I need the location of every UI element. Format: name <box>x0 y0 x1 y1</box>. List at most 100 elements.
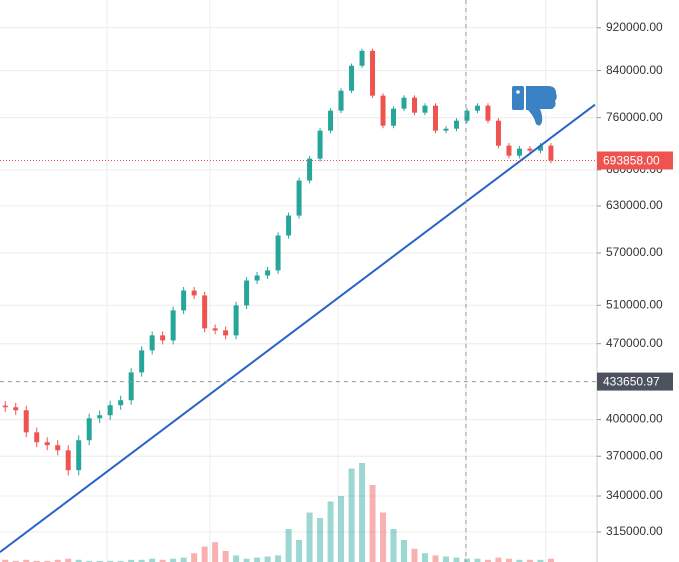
candle-body <box>128 372 134 401</box>
volume-bar <box>411 548 418 562</box>
candle-body <box>338 90 344 111</box>
candle-body <box>370 50 376 96</box>
crosshair-label-box <box>597 372 673 391</box>
y-tick-label: 340000.00 <box>606 488 663 502</box>
candle-body <box>296 180 302 216</box>
candle-body <box>443 128 449 131</box>
candle-body <box>453 120 459 129</box>
volume-bar <box>75 559 82 562</box>
candle-body <box>160 335 166 341</box>
volume-bar <box>159 559 166 562</box>
y-tick-label: 370000.00 <box>606 448 663 462</box>
volume-bar <box>296 540 303 562</box>
volume-bar <box>2 559 9 562</box>
thumbs-down-icon <box>512 86 557 126</box>
volume-bar <box>275 555 282 562</box>
price-axis: 920000.00840000.00760000.00680000.006300… <box>597 20 673 538</box>
volume-bar <box>96 560 103 562</box>
candle-body <box>349 65 355 91</box>
volume-bar <box>422 553 428 562</box>
volume-bar <box>201 546 208 562</box>
volume-bar <box>170 558 177 562</box>
candle-body <box>391 108 397 126</box>
volume-bar <box>369 485 376 562</box>
candle-body <box>474 105 480 111</box>
volume-bar <box>264 556 271 562</box>
candle-body <box>13 407 19 411</box>
candle-body <box>244 280 250 306</box>
volume-bar <box>327 501 334 562</box>
candle-body <box>223 330 229 336</box>
candle-body <box>527 148 533 151</box>
candle-body <box>170 310 176 341</box>
candle-body <box>86 418 92 441</box>
y-tick-label: 840000.00 <box>606 63 663 77</box>
volume-bar <box>401 540 408 562</box>
volume-bar <box>54 559 61 562</box>
volume-bar <box>516 559 523 562</box>
candle-body <box>506 145 512 156</box>
candle-body <box>34 432 40 443</box>
volume-bar <box>222 551 229 562</box>
candle-body <box>412 97 418 113</box>
volume-bar <box>463 558 470 562</box>
volume-bar <box>86 560 93 562</box>
candle-body <box>265 270 271 276</box>
candle-body <box>55 445 61 451</box>
candle-body <box>44 442 50 446</box>
volume-bar <box>547 558 554 562</box>
volume-bar <box>33 560 40 562</box>
candle-body <box>464 110 470 121</box>
y-tick-label: 630000.00 <box>606 198 663 212</box>
candle-body <box>202 295 208 329</box>
volume-bar <box>285 529 292 562</box>
candle-body <box>23 410 29 433</box>
volume-bar <box>65 558 72 562</box>
volume-bar <box>432 555 439 562</box>
candle-body <box>2 405 8 408</box>
candle-body <box>317 130 323 159</box>
volume-bar <box>12 560 19 562</box>
candle-body <box>516 148 522 156</box>
volume-bar <box>338 496 345 562</box>
y-tick-label: 570000.00 <box>606 245 663 259</box>
candle-body <box>537 145 543 151</box>
y-tick-label: 400000.00 <box>606 412 663 426</box>
volume-bar <box>359 463 366 562</box>
volume-layer <box>2 463 554 562</box>
y-tick-label: 920000.00 <box>606 20 663 34</box>
volume-bar <box>495 557 502 562</box>
candle-body <box>422 105 428 113</box>
volume-bar <box>442 556 449 562</box>
volume-bar <box>233 555 240 562</box>
volume-bar <box>390 529 397 562</box>
volume-bar <box>243 558 250 562</box>
volume-bar <box>537 559 544 562</box>
volume-bar <box>23 559 30 562</box>
volume-bar <box>254 557 261 562</box>
candle-body <box>485 105 491 121</box>
candle-body <box>286 215 292 236</box>
candle-body <box>181 290 187 311</box>
last-price-box <box>597 151 673 170</box>
volume-bar <box>380 512 387 562</box>
volume-bar <box>317 518 324 562</box>
volume-bar <box>138 559 145 562</box>
candle-body <box>380 95 386 126</box>
candle-body <box>107 405 113 416</box>
volume-bar <box>128 559 135 562</box>
candle-body <box>432 105 438 131</box>
candle-body <box>76 440 82 471</box>
candle-body <box>254 275 260 281</box>
volume-bar <box>453 557 460 562</box>
candle-body <box>275 235 281 271</box>
candle-body <box>65 450 71 471</box>
y-tick-label: 510000.00 <box>606 297 663 311</box>
crosshair-label: 433650.97 <box>603 375 660 389</box>
volume-bar <box>505 558 512 562</box>
overlay-layer <box>0 0 597 562</box>
candle-body <box>212 328 218 331</box>
candle-body <box>359 50 365 66</box>
